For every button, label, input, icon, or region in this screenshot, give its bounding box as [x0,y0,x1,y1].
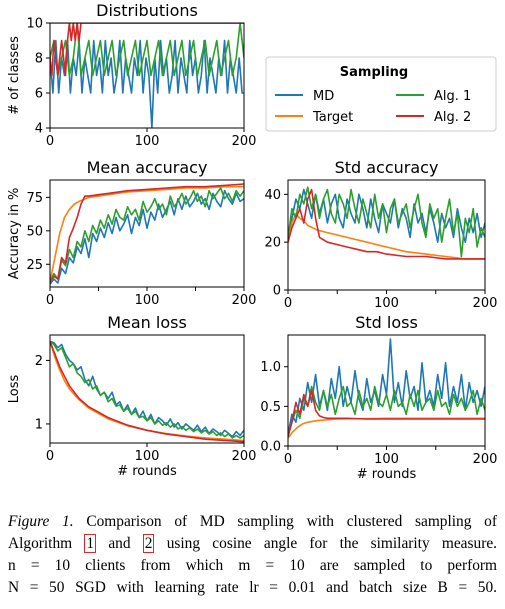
series-line-alg-2 [50,183,244,283]
caption-line-3: n = 10 clients from which m = 10 are sam… [8,557,497,574]
chart-frame [49,334,245,444]
series-line-md [288,188,485,243]
chart-distributions: 0 100 200 4 6 8 10 Distributions # of classes [7,1,256,149]
y-tick-label: 75 [26,191,43,206]
caption-line2-pre: Algorithm [8,535,85,552]
chart-mean-accuracy: 0 100 200 25 50 75 Mean accuracy Accuracy in % [7,158,256,308]
series-line-md [50,189,244,285]
caption-line-2: Algorithm 1 and 2 using cosine angle for… [8,533,497,555]
y-tick-label: 50 [26,224,43,239]
algorithm-2-link[interactable]: 2 [142,534,155,553]
caption-line2-post: using cosine angle for the similarity me… [154,535,498,552]
caption-line-4: N = 50 SGD with learning rate lr = 0.01 … [8,579,497,596]
series-line-target [288,212,485,260]
y-tick-label: 1.0 [260,360,281,375]
chart-title: Mean accuracy [87,158,208,177]
series-line-target [50,185,244,282]
x-tick-label: 0 [46,293,54,308]
series-line-target [288,417,485,439]
x-tick-label: 100 [135,134,160,149]
series-line-alg-2 [288,389,485,437]
x-tick-label: 200 [232,293,257,308]
x-tick-label: 0 [46,449,54,464]
series-line-alg-1 [50,340,244,439]
series-line-alg-1 [288,385,485,437]
y-tick-label: 0.0 [260,440,281,455]
x-tick-label: 100 [135,449,160,464]
caption-line2-mid: and [96,535,143,552]
y-tick-label: 0.5 [260,400,281,415]
chart-title: Distributions [96,1,198,20]
y-axis-label: Accuracy in % [7,188,22,280]
chart-frame [287,179,486,291]
y-axis-label: Loss [7,375,22,404]
x-tick-label: 100 [374,296,399,311]
x-tick-label: 200 [232,134,257,149]
x-axis-label: # rounds [357,467,417,482]
legend-frame [265,56,497,132]
legend-box: Sampling MD Target Alg. 1 Alg. 2 [265,56,497,132]
y-tick-label: 20 [264,236,281,251]
series-line-md [50,39,244,128]
y-axis-label: # of classes [7,36,22,115]
figure-caption: Figure 1. Comparison of MD sampling with… [8,511,497,599]
legend-label-target: Target [312,110,353,125]
caption-line-1: Figure 1. Comparison of MD sampling with… [8,511,497,533]
y-tick-label: 6 [35,87,43,102]
series-line-target [50,341,244,442]
y-tick-label: 1 [35,417,43,432]
y-tick-label: 10 [26,17,43,32]
x-axis-label: # rounds [117,464,177,479]
y-tick-label: 2 [35,354,43,369]
series-line-alg-1 [50,23,244,77]
figure: Sampling MD Target Alg. 1 Alg. 2 0 100 200… [7,1,497,482]
chart-series-group [50,340,244,443]
x-tick-label: 0 [284,296,292,311]
y-tick-label: 25 [26,258,43,273]
legend-title: Sampling [340,65,408,80]
series-line-alg-1 [50,187,244,282]
chart-std-loss: 0 100 200 0.0 0.5 1.0 Std loss # rounds [260,313,497,482]
legend-label-alg1: Alg. 1 [434,89,471,104]
chart-series-group [288,186,485,260]
x-tick-label: 100 [374,452,399,467]
caption-label: Figure 1. [8,513,74,530]
chart-series-group [50,183,244,285]
x-tick-label: 100 [135,293,160,308]
series-line-alg-2 [288,188,485,260]
x-tick-label: 0 [284,452,292,467]
chart-std-accuracy: 0 100 200 0 20 40 Std accuracy [264,158,497,311]
caption-line1-text: Comparison of MD sampling with clustered… [73,513,497,530]
algorithm-1-link[interactable]: 1 [84,534,97,553]
y-tick-label: 40 [264,188,281,203]
x-tick-label: 200 [473,296,498,311]
y-tick-label: 8 [35,52,43,67]
series-line-alg-2 [50,341,244,443]
series-line-alg-1 [288,186,485,258]
series-line-alg-2 [50,23,244,77]
y-tick-label: 0 [273,284,281,299]
x-tick-label: 0 [46,134,54,149]
x-tick-label: 200 [232,449,257,464]
y-tick-label: 4 [35,122,43,137]
chart-title: Std loss [355,313,418,332]
chart-mean-loss: 0 100 200 1 2 Mean loss # rounds Loss [7,313,256,479]
chart-series-group [50,23,244,128]
legend-label-md: MD [313,89,334,104]
chart-title: Mean loss [107,313,187,332]
legend-label-alg2: Alg. 2 [434,110,471,125]
chart-title: Std accuracy [335,158,439,177]
series-line-md [50,340,244,438]
chart-series-group [288,338,485,439]
x-tick-label: 200 [473,452,498,467]
